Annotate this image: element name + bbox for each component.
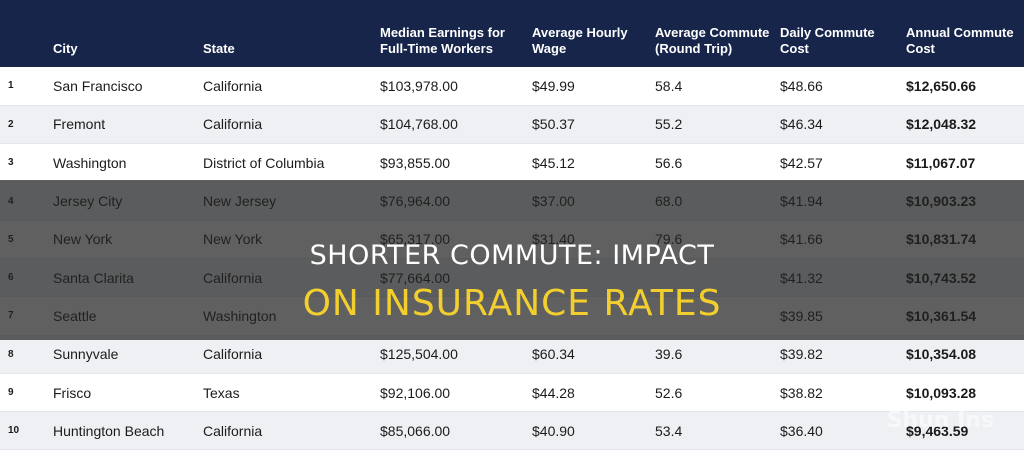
- rank-cell: 10: [0, 411, 53, 451]
- commute-cell: 52.6: [655, 373, 780, 413]
- commute-cell: 39.6: [655, 335, 780, 374]
- table-row: 10 Huntington Beach California $85,066.00 $4…: [0, 411, 1024, 451]
- hourly-wage-header: Average Hourly Wage: [532, 25, 628, 56]
- median-earnings-cell: $93,855.00: [380, 143, 532, 183]
- median-earnings-cell: $103,978.00: [380, 67, 532, 106]
- hourly-wage-cell: $49.99: [532, 67, 655, 106]
- city-header: City: [53, 41, 78, 56]
- state-cell: California: [203, 67, 380, 106]
- commute-header: Average Commute (Round Trip): [655, 25, 770, 56]
- city-cell: Sunnyvale: [53, 335, 203, 374]
- annual-cost-cell: $10,093.28: [906, 373, 1024, 413]
- annual-cost-header: Annual Commute Cost: [906, 25, 1014, 56]
- commute-cell: 56.6: [655, 143, 780, 183]
- annual-cost-cell: $12,650.66: [906, 67, 1024, 106]
- state-cell: District of Columbia: [203, 143, 380, 183]
- table-row: 1 San Francisco California $103,978.00 $49.9…: [0, 67, 1024, 106]
- daily-cost-cell: $46.34: [780, 105, 906, 145]
- state-header: State: [203, 41, 235, 56]
- median-earnings-cell: $125,504.00: [380, 335, 532, 374]
- rank-cell: 1: [0, 67, 53, 106]
- annual-cost-cell: $11,067.07: [906, 143, 1024, 183]
- city-cell: Fremont: [53, 105, 203, 145]
- hourly-wage-cell: $50.37: [532, 105, 655, 145]
- state-cell: Texas: [203, 373, 380, 413]
- table-header-row: City State Median Earnings for Full-Time W…: [0, 0, 1024, 67]
- table-row: 3 Washington District of Columbia $93,855.0…: [0, 143, 1024, 183]
- city-cell: Washington: [53, 143, 203, 183]
- median-earnings-header: Median Earnings for Full-Time Workers: [380, 25, 505, 56]
- city-cell: Frisco: [53, 373, 203, 413]
- state-cell: California: [203, 335, 380, 374]
- headline-line-1: SHORTER COMMUTE: IMPACT: [309, 240, 715, 271]
- daily-cost-header: Daily Commute Cost: [780, 25, 875, 56]
- annual-cost-cell: $9,463.59: [906, 411, 1024, 451]
- hourly-wage-cell: $60.34: [532, 335, 655, 374]
- commute-cell: 55.2: [655, 105, 780, 145]
- hourly-wage-cell: $45.12: [532, 143, 655, 183]
- table-row: 2 Fremont California $104,768.00 $50.37 55.2 $…: [0, 105, 1024, 145]
- title-overlay-band: [0, 180, 1024, 340]
- hourly-wage-cell: $40.90: [532, 411, 655, 451]
- state-cell: California: [203, 411, 380, 451]
- median-earnings-cell: $104,768.00: [380, 105, 532, 145]
- commute-cell: 53.4: [655, 411, 780, 451]
- median-earnings-cell: $85,066.00: [380, 411, 532, 451]
- hourly-wage-cell: $44.28: [532, 373, 655, 413]
- daily-cost-cell: $36.40: [780, 411, 906, 451]
- rank-cell: 3: [0, 143, 53, 183]
- city-cell: San Francisco: [53, 67, 203, 106]
- rank-cell: 2: [0, 105, 53, 145]
- state-cell: California: [203, 105, 380, 145]
- daily-cost-cell: $42.57: [780, 143, 906, 183]
- table-row: 9 Frisco Texas $92,106.00 $44.28 52.6 $38.82 $1…: [0, 373, 1024, 413]
- daily-cost-cell: $48.66: [780, 67, 906, 106]
- headline-line-2: ON INSURANCE RATES: [302, 283, 722, 324]
- daily-cost-cell: $38.82: [780, 373, 906, 413]
- annual-cost-cell: $12,048.32: [906, 105, 1024, 145]
- city-cell: Huntington Beach: [53, 411, 203, 451]
- daily-cost-cell: $39.82: [780, 335, 906, 374]
- rank-cell: 9: [0, 373, 53, 413]
- table-row: 8 Sunnyvale California $125,504.00 $60.34 39.…: [0, 335, 1024, 374]
- rank-cell: 8: [0, 335, 53, 374]
- median-earnings-cell: $92,106.00: [380, 373, 532, 413]
- rank-header: [0, 0, 53, 67]
- commute-cell: 58.4: [655, 67, 780, 106]
- annual-cost-cell: $10,354.08: [906, 335, 1024, 374]
- watermark-logo: Shun Ins: [886, 408, 994, 433]
